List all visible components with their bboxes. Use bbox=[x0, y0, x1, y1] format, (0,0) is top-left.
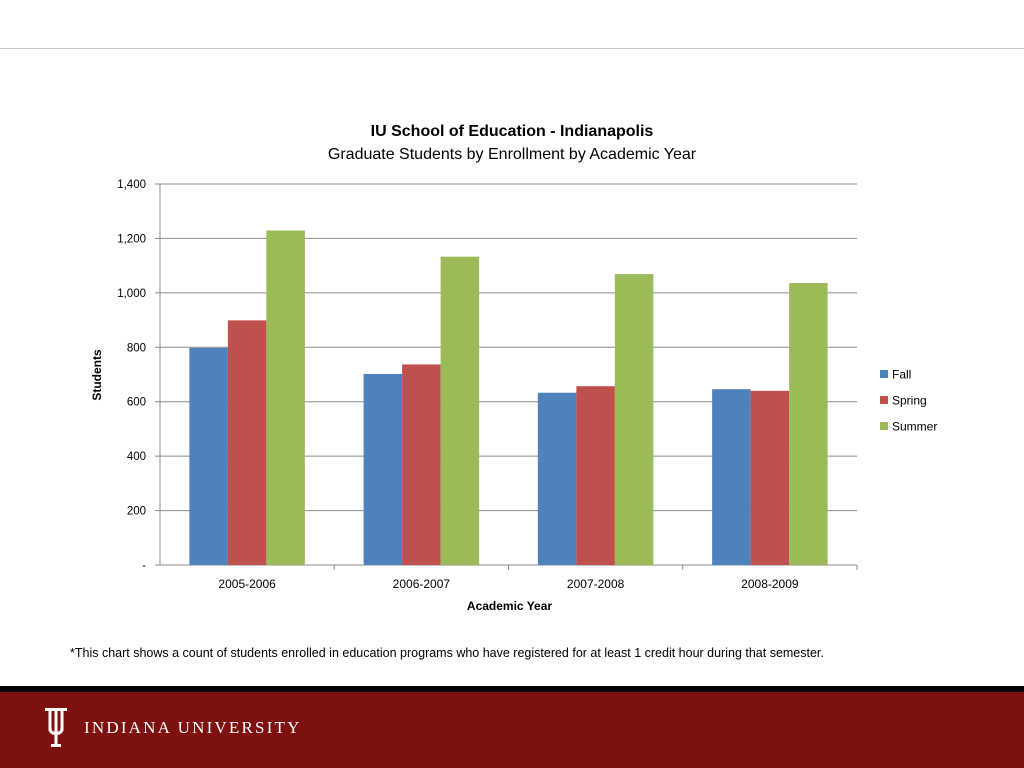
x-tick-label: 2007-2008 bbox=[567, 577, 625, 591]
bar-fall-2005-2006 bbox=[189, 347, 228, 565]
bar-fall-2006-2007 bbox=[363, 373, 403, 565]
footer-bar: INDIANA UNIVERSITY bbox=[0, 692, 1024, 768]
y-tick-label: - bbox=[142, 560, 146, 572]
bar-summer-2008-2009 bbox=[789, 283, 828, 565]
legend-swatch-fall bbox=[880, 370, 888, 378]
x-tick-label: 2005-2006 bbox=[218, 577, 276, 591]
bar-spring-2005-2006 bbox=[227, 320, 267, 565]
y-tick-label: 600 bbox=[127, 397, 146, 409]
bar-spring-2006-2007 bbox=[402, 364, 441, 565]
legend-swatch-spring bbox=[880, 396, 888, 404]
legend-label-spring: Spring bbox=[892, 394, 927, 408]
y-tick-label: 200 bbox=[127, 506, 146, 518]
bar-summer-2005-2006 bbox=[266, 230, 305, 565]
x-tick-label: 2006-2007 bbox=[393, 577, 451, 591]
iu-trident-icon bbox=[45, 708, 67, 747]
legend-swatch-summer bbox=[880, 422, 888, 430]
y-tick-label: 1,200 bbox=[117, 233, 146, 245]
bar-summer-2007-2008 bbox=[614, 274, 654, 565]
y-tick-label: 1,000 bbox=[117, 288, 146, 300]
x-tick-label: 2008-2009 bbox=[741, 577, 799, 591]
bar-fall-2007-2008 bbox=[537, 392, 577, 565]
chart-title-block: IU School of Education - Indianapolis Gr… bbox=[200, 120, 824, 166]
chart-title: IU School of Education - Indianapolis bbox=[370, 123, 654, 140]
legend-label-summer: Summer bbox=[892, 420, 937, 434]
y-tick-label: 800 bbox=[127, 342, 146, 354]
top-divider bbox=[0, 48, 1024, 49]
chart-subtitle: Graduate Students by Enrollment by Acade… bbox=[327, 146, 697, 163]
footer-divider bbox=[0, 686, 1024, 692]
iu-wordmark: INDIANA UNIVERSITY bbox=[84, 718, 302, 737]
legend-label-fall: Fall bbox=[892, 368, 911, 382]
y-tick-label: 400 bbox=[127, 451, 146, 463]
bar-spring-2007-2008 bbox=[576, 386, 615, 565]
x-axis-label: Academic Year bbox=[467, 599, 553, 613]
bar-fall-2008-2009 bbox=[712, 389, 751, 565]
y-tick-label: 1,400 bbox=[117, 179, 146, 191]
bar-spring-2008-2009 bbox=[750, 390, 790, 565]
bar-chart: - 200 400 600 800 1,000 1,200 1,400 2005-2006 200… bbox=[90, 179, 937, 613]
chart-footnote: *This chart shows a count of students en… bbox=[70, 646, 824, 660]
bar-summer-2006-2007 bbox=[440, 256, 480, 565]
y-axis-label: Students bbox=[90, 349, 104, 401]
